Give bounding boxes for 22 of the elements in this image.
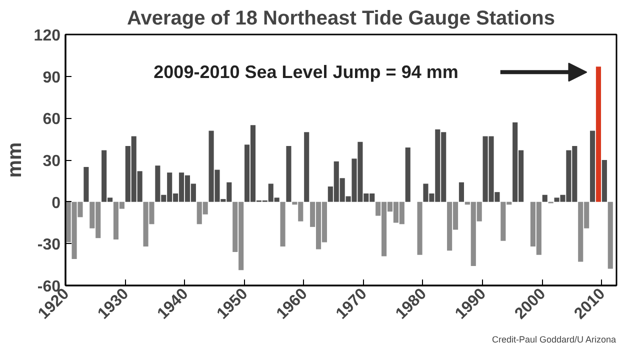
bar bbox=[596, 66, 602, 202]
bar bbox=[542, 194, 548, 202]
text: Credit-Paul Goddard/U Arizona bbox=[492, 334, 616, 344]
bar bbox=[590, 130, 596, 202]
bar bbox=[280, 202, 286, 246]
bar bbox=[417, 202, 422, 255]
y-tick-label: -30 bbox=[37, 236, 61, 254]
bar bbox=[458, 182, 464, 202]
bar bbox=[405, 147, 410, 202]
bar bbox=[602, 160, 607, 202]
chart-title: Average of 18 Northeast Tide Gauge Stations bbox=[127, 8, 555, 30]
y-tick-label: 0 bbox=[52, 194, 61, 212]
y-tick-label: 120 bbox=[34, 28, 61, 44]
annotation: 2009-2010 Sea Level Jump = 94 mm bbox=[154, 62, 458, 82]
bar bbox=[608, 202, 613, 269]
y-tick-label: 60 bbox=[42, 111, 61, 128]
bar bbox=[304, 132, 310, 202]
bar bbox=[84, 166, 89, 202]
y-tick-label: 30 bbox=[42, 153, 61, 170]
bar bbox=[286, 146, 292, 202]
y-axis-title: mm bbox=[4, 142, 26, 178]
y-tick-label: 90 bbox=[42, 69, 61, 86]
